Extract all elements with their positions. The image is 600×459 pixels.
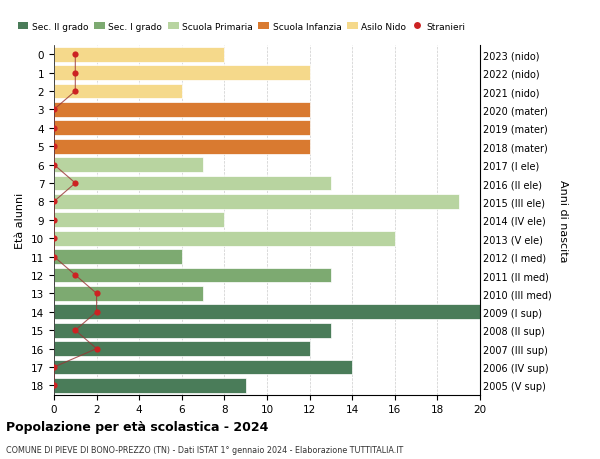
Point: [92, 345, 101, 353]
Bar: [54, 286, 203, 301]
Y-axis label: Età alunni: Età alunni: [16, 192, 25, 248]
Bar: [54, 176, 331, 191]
Point: [71, 70, 80, 77]
Text: COMUNE DI PIEVE DI BONO-PREZZO (TN) - Dati ISTAT 1° gennaio 2024 - Elaborazione : COMUNE DI PIEVE DI BONO-PREZZO (TN) - Da…: [6, 445, 403, 454]
Point: [49, 253, 59, 261]
Bar: [54, 231, 395, 246]
Bar: [54, 213, 224, 228]
Text: Popolazione per età scolastica - 2024: Popolazione per età scolastica - 2024: [6, 420, 268, 433]
Point: [49, 143, 59, 151]
Bar: [54, 378, 246, 393]
Bar: [54, 140, 310, 154]
Point: [92, 308, 101, 316]
Point: [49, 198, 59, 206]
Point: [49, 125, 59, 132]
Point: [71, 51, 80, 59]
Point: [49, 217, 59, 224]
Point: [71, 180, 80, 187]
Point: [71, 327, 80, 334]
Bar: [54, 121, 310, 136]
Bar: [54, 250, 182, 264]
Point: [71, 272, 80, 279]
Bar: [54, 341, 310, 356]
Point: [49, 364, 59, 371]
Y-axis label: Anni di nascita: Anni di nascita: [558, 179, 568, 262]
Point: [49, 235, 59, 242]
Bar: [54, 158, 203, 173]
Bar: [54, 268, 331, 283]
Bar: [54, 84, 182, 99]
Bar: [54, 305, 480, 319]
Bar: [54, 195, 459, 209]
Legend: Sec. II grado, Sec. I grado, Scuola Primaria, Scuola Infanzia, Asilo Nido, Stran: Sec. II grado, Sec. I grado, Scuola Prim…: [14, 19, 469, 35]
Point: [71, 88, 80, 95]
Bar: [54, 48, 224, 62]
Point: [92, 290, 101, 297]
Bar: [54, 323, 331, 338]
Point: [49, 106, 59, 114]
Point: [49, 162, 59, 169]
Bar: [54, 360, 352, 375]
Bar: [54, 103, 310, 118]
Bar: [54, 66, 310, 81]
Point: [49, 382, 59, 389]
